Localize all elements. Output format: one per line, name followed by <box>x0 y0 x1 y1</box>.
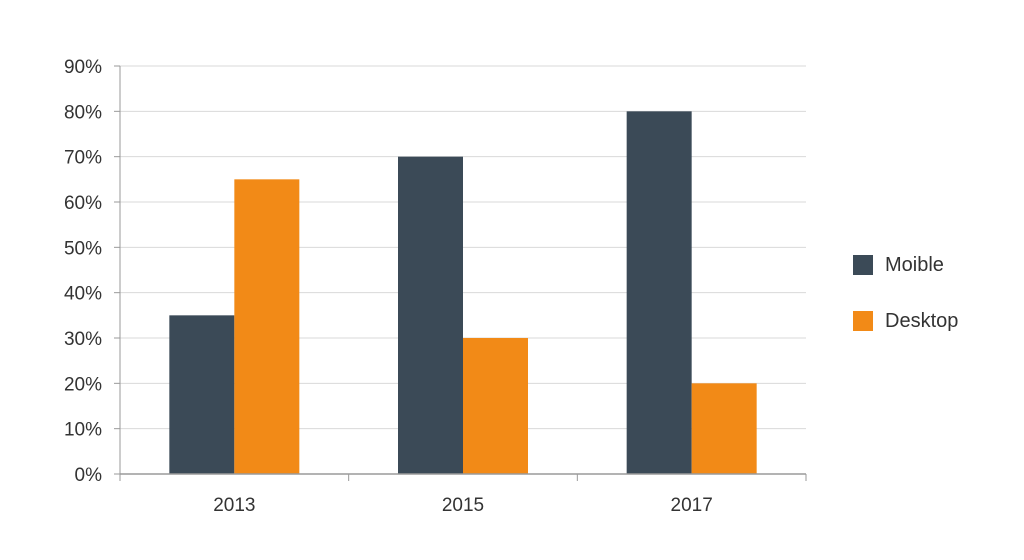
axes <box>114 65 807 481</box>
y-tick-label: 20% <box>64 374 102 395</box>
bar-desktop-2017 <box>691 383 757 474</box>
legend-label: Desktop <box>885 310 958 332</box>
legend-item-moible: Moible <box>853 254 944 276</box>
bar-moible-2017 <box>626 111 692 474</box>
bar-moible-2015 <box>398 156 463 474</box>
bar-desktop-2015 <box>463 338 528 474</box>
x-tick-label: 2015 <box>442 495 484 516</box>
x-tick-label: 2013 <box>213 495 255 516</box>
y-tick-label: 50% <box>64 238 102 259</box>
y-tick-label: 10% <box>64 420 102 441</box>
bar-desktop-2013 <box>234 179 300 475</box>
y-tick-label: 0% <box>75 465 103 486</box>
legend-item-desktop: Desktop <box>853 310 958 332</box>
legend-swatch <box>853 311 873 331</box>
y-tick-label: 70% <box>64 148 102 169</box>
x-tick-labels: 2013 2015 2017 <box>213 495 713 516</box>
y-tick-label: 30% <box>64 329 102 350</box>
bar-moible-2013 <box>169 315 235 474</box>
y-tick-label: 60% <box>64 193 102 214</box>
y-tick-label: 90% <box>64 57 102 78</box>
y-tick-label: 40% <box>64 284 102 305</box>
legend: Moible Desktop <box>853 254 958 332</box>
legend-label: Moible <box>885 254 944 276</box>
bars <box>169 111 757 475</box>
y-tick-label: 80% <box>64 102 102 123</box>
legend-swatch <box>853 255 873 275</box>
x-tick-label: 2017 <box>671 495 713 516</box>
y-tick-labels: 0% 10% 20% 30% 40% 50% 60% 70% 80% 90% <box>64 57 102 486</box>
